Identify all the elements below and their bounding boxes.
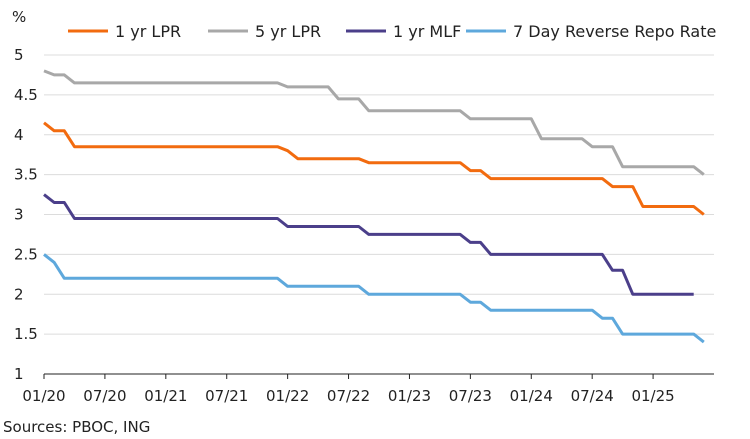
y-axis-unit-label: % — [12, 8, 26, 26]
legend-label: 7 Day Reverse Repo Rate — [513, 22, 716, 41]
x-tick-label: 01/24 — [510, 387, 553, 405]
y-tick-label: 1 — [14, 365, 24, 383]
legend: 1 yr LPR 5 yr LPR 1 yr MLF 7 Day Reverse Re… — [68, 22, 716, 41]
x-tick-label: 07/21 — [205, 387, 248, 405]
x-tick-label: 07/23 — [449, 387, 492, 405]
x-tick-label: 01/21 — [144, 387, 187, 405]
x-tick-label: 07/20 — [83, 387, 126, 405]
x-tick-label: 01/22 — [266, 387, 309, 405]
y-tick-label: 5 — [14, 46, 24, 64]
source-note: Sources: PBOC, ING — [3, 418, 151, 436]
x-tick-label: 07/24 — [571, 387, 614, 405]
x-tick-label: 01/23 — [388, 387, 431, 405]
rate-chart: 11.522.533.544.55 01/20 07/20 01/21 07/21 01… — [12, 8, 716, 405]
y-tick-label: 2 — [14, 285, 24, 303]
series-line-2 — [43, 193, 694, 296]
gridlines — [44, 54, 714, 375]
legend-label: 5 yr LPR — [255, 22, 321, 41]
y-tick-label: 4.5 — [14, 86, 38, 104]
x-tick-label: 01/20 — [22, 387, 65, 405]
legend-label: 1 yr MLF — [393, 22, 461, 41]
series-line-1 — [43, 69, 705, 176]
series-line-0 — [43, 121, 705, 216]
x-tick-label: 07/22 — [327, 387, 370, 405]
y-tick-label: 1.5 — [14, 325, 38, 343]
y-axis: 1 1.5 2 2.5 3 3.5 4 4.5 5 — [14, 46, 38, 383]
x-axis: 01/20 07/20 01/21 07/21 01/22 07/22 01/23 07/23… — [22, 374, 675, 405]
y-tick-label: 3 — [14, 206, 24, 224]
y-tick-label: 4 — [14, 126, 24, 144]
y-tick-label: 2.5 — [14, 245, 38, 263]
series-line-3 — [43, 253, 705, 344]
x-tick-label: 01/25 — [631, 387, 674, 405]
legend-label: 1 yr LPR — [115, 22, 181, 41]
series-lines — [43, 69, 705, 344]
y-tick-label: 3.5 — [14, 166, 38, 184]
